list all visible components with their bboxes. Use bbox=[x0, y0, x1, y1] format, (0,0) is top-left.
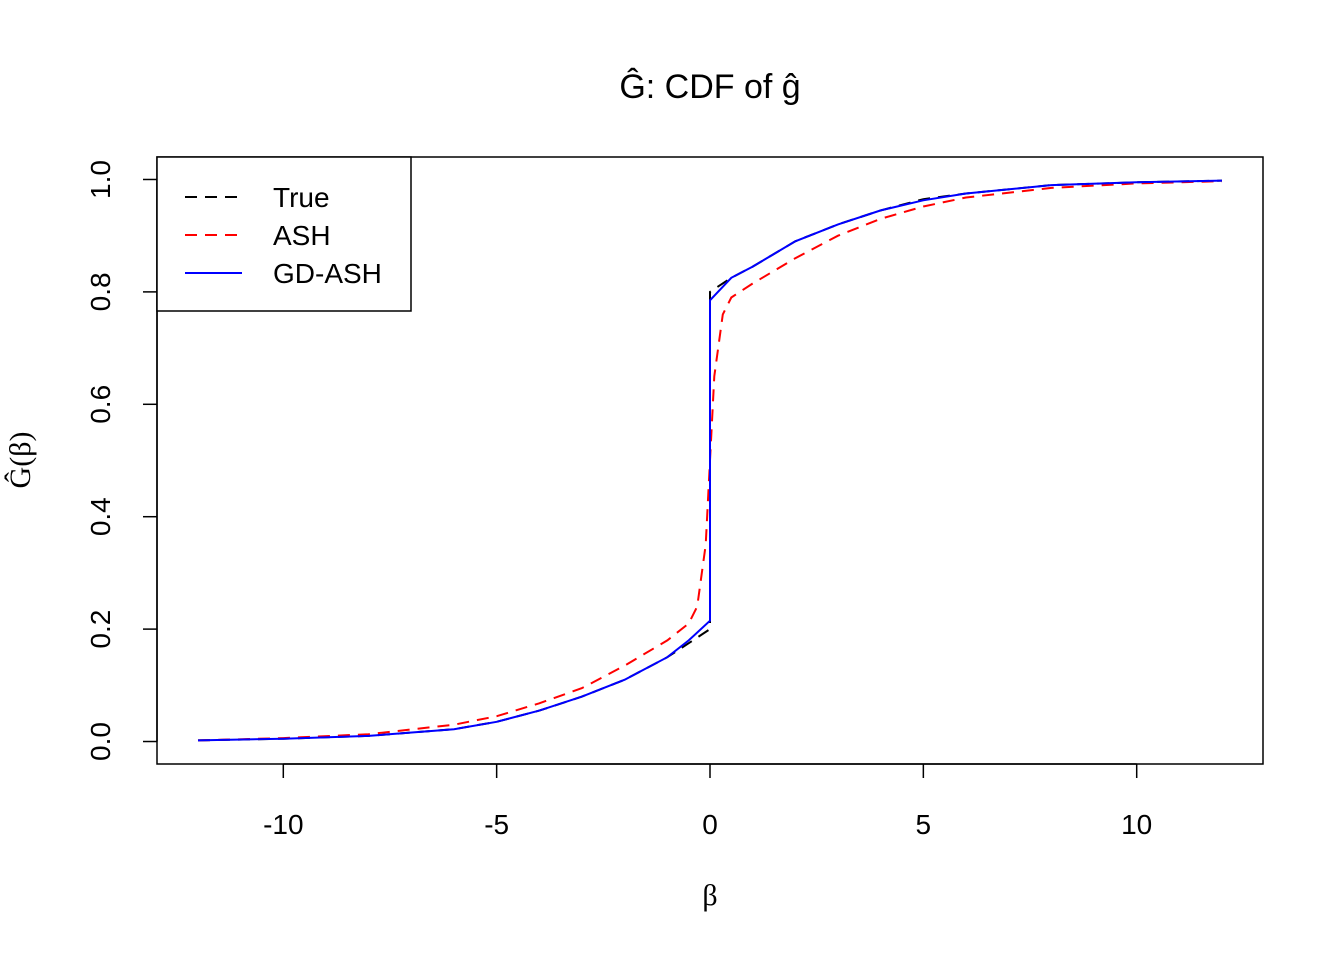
y-axis: 0.0 0.2 0.4 0.6 0.8 1.0 bbox=[85, 160, 158, 761]
y-tick-label: 0.0 bbox=[85, 722, 116, 761]
x-tick-label: -5 bbox=[484, 809, 509, 840]
y-axis-label: Ĝ(β) bbox=[4, 432, 37, 489]
legend-box bbox=[156, 156, 412, 312]
series-line-gd-ash bbox=[197, 179, 1223, 742]
y-tick-label: 0.6 bbox=[85, 385, 116, 424]
x-axis: -10 -5 0 5 10 bbox=[263, 763, 1152, 840]
x-tick-label: -10 bbox=[263, 809, 303, 840]
y-tick-label: 0.2 bbox=[85, 610, 116, 649]
y-tick-label: 0.4 bbox=[85, 497, 116, 536]
y-tick-label: 1.0 bbox=[85, 160, 116, 199]
chart-title: Ĝ: CDF of ĝ bbox=[619, 68, 800, 106]
series-lines bbox=[197, 179, 1223, 742]
x-tick-label: 5 bbox=[916, 809, 932, 840]
legend: True ASH GD-ASH bbox=[156, 156, 412, 312]
legend-label: ASH bbox=[273, 220, 331, 251]
x-axis-label: β bbox=[702, 879, 717, 912]
x-tick-label: 0 bbox=[702, 809, 718, 840]
x-tick-label: 10 bbox=[1121, 809, 1152, 840]
y-tick-label: 0.8 bbox=[85, 272, 116, 311]
legend-label: GD-ASH bbox=[273, 258, 382, 289]
legend-label: True bbox=[273, 182, 330, 213]
